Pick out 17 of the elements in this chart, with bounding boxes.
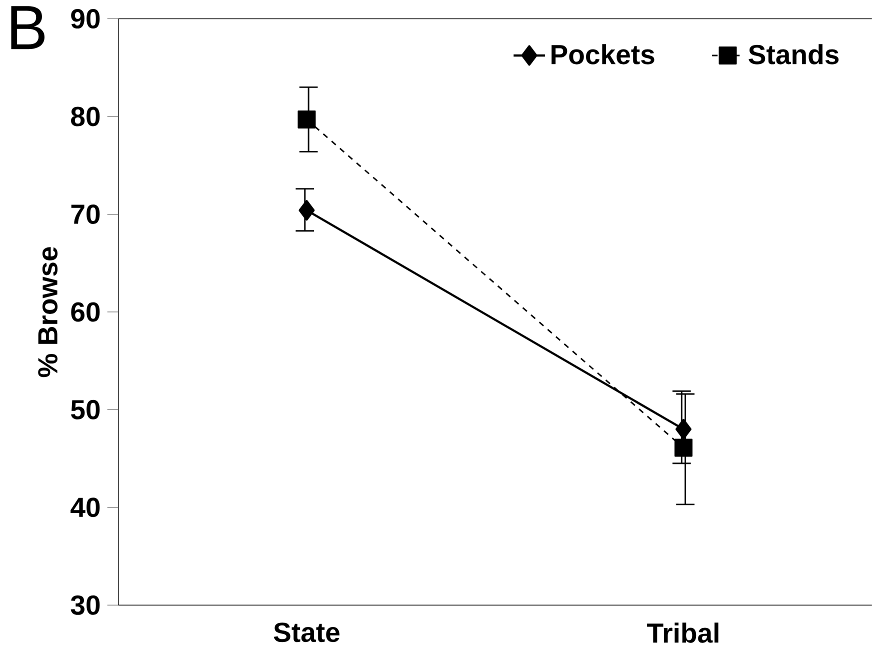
y-tick-label: 60 — [71, 302, 100, 322]
y-tick-label: 50 — [71, 400, 100, 420]
point — [674, 438, 692, 457]
x-tick-label: State — [274, 622, 340, 642]
y-axis-title: % Browse — [38, 247, 58, 378]
y-tick-label: 80 — [71, 106, 100, 126]
point — [298, 200, 315, 221]
legend-label: Stands — [748, 44, 839, 64]
legend-label: Pockets — [552, 44, 654, 64]
y-tick-label: 30 — [70, 595, 100, 615]
y-tick-label: 70 — [71, 204, 100, 224]
x-tick-label: Tribal — [647, 622, 718, 643]
text: B — [11, 6, 44, 50]
point — [675, 418, 692, 440]
point — [298, 110, 316, 128]
y-tick-label: 40 — [70, 498, 100, 518]
y-tick-label: 90 — [71, 9, 100, 29]
